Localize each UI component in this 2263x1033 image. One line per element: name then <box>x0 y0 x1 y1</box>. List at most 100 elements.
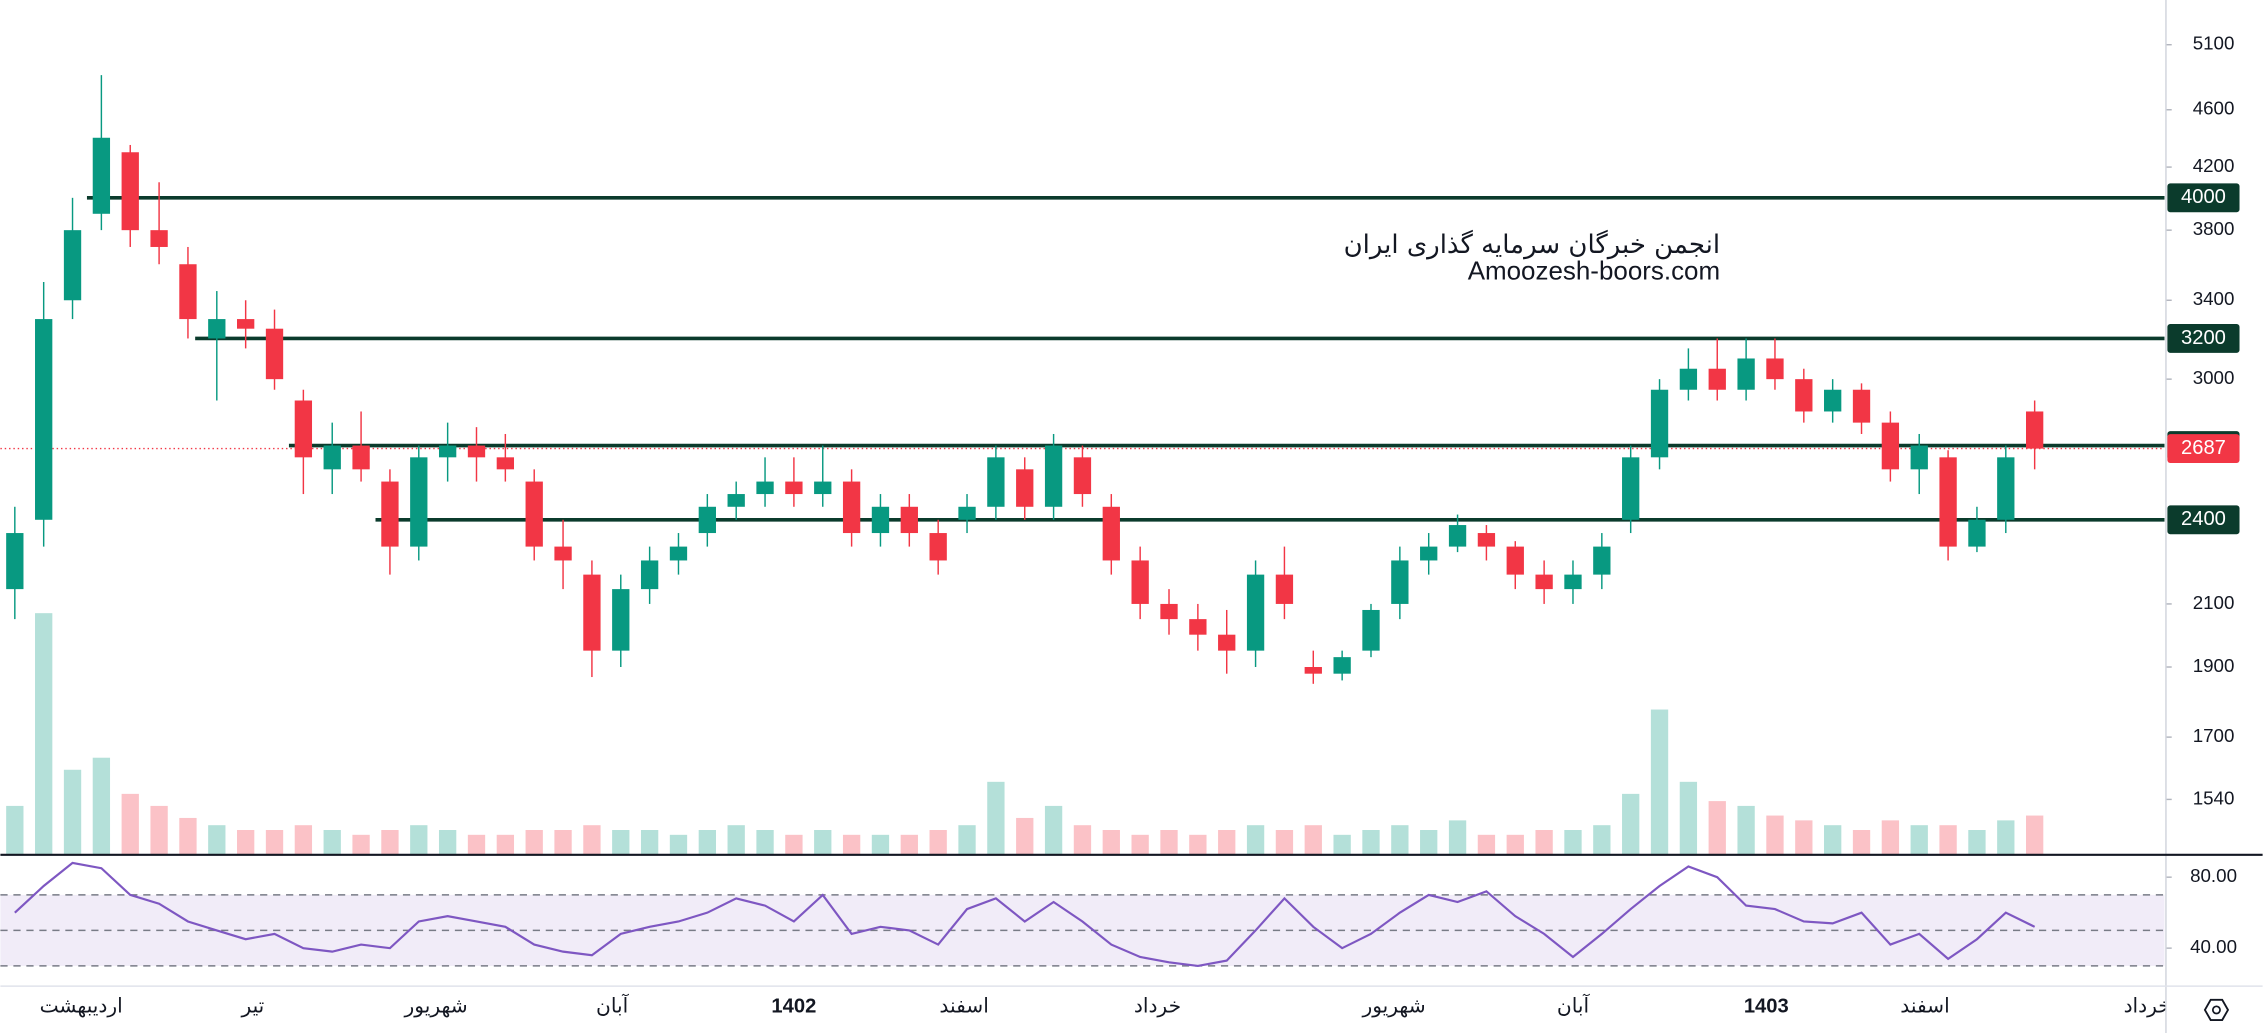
candle-body <box>929 533 947 561</box>
volume-bar <box>265 830 284 855</box>
volume-bar <box>1737 805 1755 855</box>
volume-bar <box>1766 815 1784 855</box>
candle-body <box>554 546 572 561</box>
candle-body <box>208 319 226 339</box>
volume-bar <box>1506 834 1524 855</box>
volume-bar <box>1044 805 1063 855</box>
volume-bar <box>1016 817 1034 855</box>
hexagon-icon[interactable] <box>2203 998 2230 1021</box>
volume-bar <box>1939 825 1957 855</box>
volume-bar <box>785 834 803 855</box>
volume-bar <box>1795 820 1813 855</box>
candle-body <box>381 481 399 547</box>
candle-body <box>1622 457 1640 520</box>
volume-bar <box>1824 825 1842 855</box>
volume-bar <box>1189 834 1207 855</box>
x-tick-label: شهریور <box>404 994 468 1018</box>
volume-bar <box>1622 793 1640 855</box>
candle-body <box>121 152 139 231</box>
candle-body <box>1708 368 1726 390</box>
volume-bar <box>1881 820 1900 855</box>
volume-bar <box>381 830 399 855</box>
volume-bar <box>1564 830 1582 855</box>
x-tick-label: شهریور <box>1362 994 1426 1018</box>
candle-body <box>1246 574 1265 651</box>
volume-bar <box>1362 830 1380 855</box>
candle-body <box>987 457 1005 507</box>
volume-bar <box>352 834 370 855</box>
volume-bar <box>2025 815 2044 855</box>
candle-body <box>1564 574 1582 590</box>
candle-body <box>1910 445 1928 470</box>
candle-body <box>1766 358 1784 380</box>
candle-body <box>150 230 168 247</box>
volume-bar <box>1650 709 1669 855</box>
candle-body <box>871 506 890 534</box>
volume-bar <box>554 830 572 855</box>
candle-body <box>1420 546 1438 561</box>
volume-bar <box>208 825 226 855</box>
y-tick-label: 1540 <box>2193 787 2235 808</box>
volume-bar <box>1968 830 1986 855</box>
volume-bar <box>1852 830 1871 855</box>
candle-body <box>496 457 515 470</box>
y-tick-label: 1900 <box>2193 655 2235 676</box>
candle-body <box>900 506 918 534</box>
volume-bar <box>1997 820 2015 855</box>
candle-body <box>1881 422 1900 470</box>
volume-bar <box>1073 825 1092 855</box>
volume-bar <box>1535 830 1553 855</box>
candle-body <box>1824 389 1842 412</box>
x-tick-label: خرداد <box>1134 994 1181 1018</box>
candle-body <box>814 481 832 495</box>
candle-body <box>583 574 601 651</box>
volume-bar <box>1448 820 1467 855</box>
volume-bar <box>6 805 24 855</box>
candle-body <box>1333 657 1351 674</box>
volume-bar <box>1160 830 1178 855</box>
volume-bar <box>438 830 457 855</box>
candle-body <box>669 546 688 561</box>
candle-body <box>1160 603 1178 620</box>
candle-body <box>294 400 313 458</box>
volume-bar <box>179 817 197 855</box>
y-tick-label: 1700 <box>2193 725 2235 746</box>
volume-bar <box>92 757 111 855</box>
candle-body <box>63 230 82 301</box>
volume-bar <box>727 825 745 855</box>
volume-bar <box>814 830 832 855</box>
candle-body <box>525 481 543 547</box>
volume-bar <box>929 830 947 855</box>
level-label-box <box>2167 324 2240 353</box>
x-tick-label: اردیبهشت <box>40 994 123 1018</box>
y-tick-label: 2100 <box>2193 592 2235 613</box>
volume-bar <box>669 834 688 855</box>
level-label-box <box>2167 505 2240 535</box>
candle-body <box>1391 560 1409 604</box>
candle-body <box>438 445 457 458</box>
candle-body <box>1477 533 1496 547</box>
candle-body <box>35 319 53 520</box>
candle-body <box>179 264 197 320</box>
volume-bar <box>900 834 918 855</box>
volume-bar <box>987 781 1005 855</box>
candle-body <box>323 445 341 470</box>
volume-bar <box>640 830 659 855</box>
candle-body <box>698 506 716 534</box>
y-tick-label: 5100 <box>2193 33 2235 54</box>
rsi-line <box>14 861 2036 968</box>
volume-bar <box>1391 825 1409 855</box>
volume-bar <box>35 613 53 855</box>
candle-body <box>1506 546 1524 575</box>
settings-icon[interactable] <box>2203 998 2230 1033</box>
candle-body <box>1362 609 1380 651</box>
candle-body <box>842 481 861 534</box>
candle-body <box>785 481 803 495</box>
candle-body <box>2025 411 2044 449</box>
candle-body <box>1189 619 1207 635</box>
candle-body <box>640 560 659 590</box>
candle-body <box>727 494 745 507</box>
